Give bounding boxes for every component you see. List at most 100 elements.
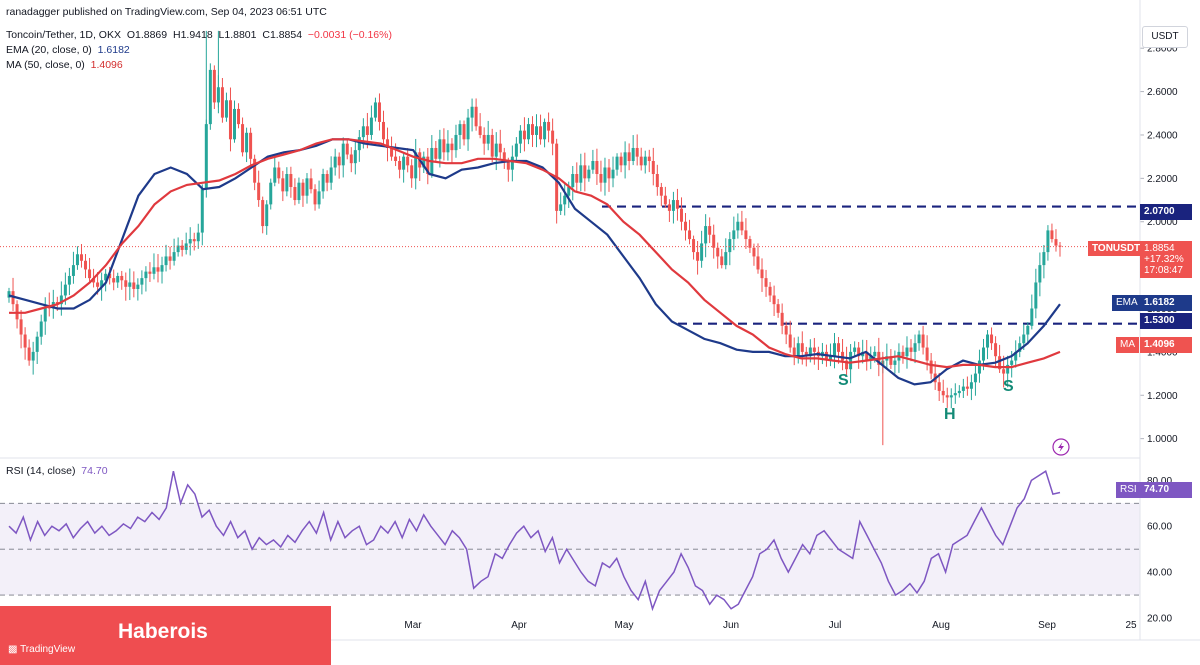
candle-body: [120, 275, 124, 281]
candle-body: [832, 343, 836, 357]
candle-body: [410, 165, 414, 179]
candle-body: [386, 139, 390, 148]
close-value: 1.8854: [269, 29, 303, 41]
candle-body: [257, 182, 261, 201]
candle-body: [1010, 360, 1014, 365]
candle-body: [760, 269, 764, 279]
high-value: 1.9418: [180, 29, 213, 41]
ema-legend: EMA (20, close, 0) 1.6182: [6, 44, 130, 56]
candle-body: [1054, 239, 1058, 246]
candle-body: [108, 273, 112, 279]
candle-body: [426, 156, 430, 175]
ma-axis-label: MA: [1116, 337, 1139, 353]
candle-body: [293, 187, 297, 201]
attribution: ranadagger published on TradingView.com,…: [6, 6, 327, 18]
candle-body: [422, 156, 426, 168]
candle-body: [249, 132, 253, 159]
candle-body: [929, 360, 933, 374]
candle-body: [736, 221, 740, 231]
candle-body: [390, 147, 394, 157]
candle-body: [800, 343, 804, 352]
candle-body: [921, 334, 925, 348]
candle-body: [981, 347, 985, 361]
candlestick-series: [7, 30, 1062, 446]
candle-body: [277, 167, 281, 179]
price-tick-label: 2.0000: [1147, 217, 1178, 228]
rsi-line: [8, 470, 1061, 612]
candle-body: [631, 147, 635, 161]
candle-body: [43, 306, 47, 322]
low-value: 1.8801: [224, 29, 257, 41]
candle-body: [261, 200, 265, 227]
candle-body: [297, 182, 301, 201]
candle-body: [490, 134, 494, 157]
candle-body: [559, 204, 563, 211]
candle-body: [788, 334, 792, 348]
candle-body: [692, 239, 696, 253]
candle-body: [977, 360, 981, 374]
candle-body: [313, 189, 317, 205]
candle-body: [611, 169, 615, 179]
candle-body: [957, 390, 961, 394]
candle-body: [1042, 252, 1046, 266]
resistance-level-tag: 2.0700: [1140, 204, 1192, 220]
candle-body: [71, 265, 75, 276]
candle-body: [381, 121, 385, 140]
candle-body: [752, 247, 756, 257]
currency-button[interactable]: USDT: [1142, 26, 1188, 48]
candle-body: [325, 174, 329, 183]
candle-body: [498, 143, 502, 153]
candle-body: [196, 232, 200, 242]
candle-body: [679, 208, 683, 222]
time-tick-label: May: [615, 620, 634, 631]
candle-body: [1034, 282, 1038, 309]
candle-body: [716, 247, 720, 257]
candle-body: [893, 360, 897, 365]
candle-body: [728, 239, 732, 253]
candle-body: [808, 347, 812, 357]
candle-body: [969, 382, 973, 389]
candle-body: [414, 152, 418, 179]
candle-body: [321, 174, 325, 192]
candle-body: [518, 130, 522, 144]
candle-body: [454, 134, 458, 151]
ma-50-line: [9, 138, 1061, 369]
candle-body: [768, 286, 772, 296]
candle-body: [112, 278, 116, 283]
candle-body: [764, 278, 768, 287]
candle-body: [100, 280, 104, 287]
candle-body: [913, 343, 917, 352]
candle-body: [619, 156, 623, 166]
candle-body: [172, 252, 176, 261]
change-value: −0.0031 (−0.16%): [307, 29, 392, 41]
ema-20-line: [8, 138, 1061, 386]
candle-body: [35, 336, 39, 352]
last-price-tag: TONUSDT: [1088, 241, 1145, 256]
candle-body: [228, 100, 232, 140]
price-tick-label: 2.8000: [1147, 44, 1178, 55]
candle-body: [233, 108, 237, 140]
candle-body: [917, 334, 921, 344]
candle-body: [373, 102, 377, 118]
candle-body: [305, 178, 309, 196]
candle-body: [784, 325, 788, 335]
candle-body: [482, 134, 486, 144]
right-shoulder-label: S: [1003, 378, 1014, 395]
candle-body: [651, 160, 655, 175]
candle-body: [152, 267, 156, 274]
candle-body: [140, 278, 144, 285]
candle-body: [164, 256, 168, 266]
candle-body: [986, 334, 990, 348]
candle-body: [526, 124, 530, 140]
candle-body: [212, 69, 216, 103]
candle-body: [208, 69, 212, 125]
rsi-tick-label: 40.00: [1147, 568, 1172, 579]
candle-body: [587, 169, 591, 179]
candle-body: [732, 230, 736, 240]
candle-body: [905, 347, 909, 357]
tradingview-logo[interactable]: ▩ TradingView: [8, 644, 76, 655]
candle-body: [994, 343, 998, 357]
candle-body: [192, 239, 196, 242]
head-label: H: [944, 406, 956, 423]
